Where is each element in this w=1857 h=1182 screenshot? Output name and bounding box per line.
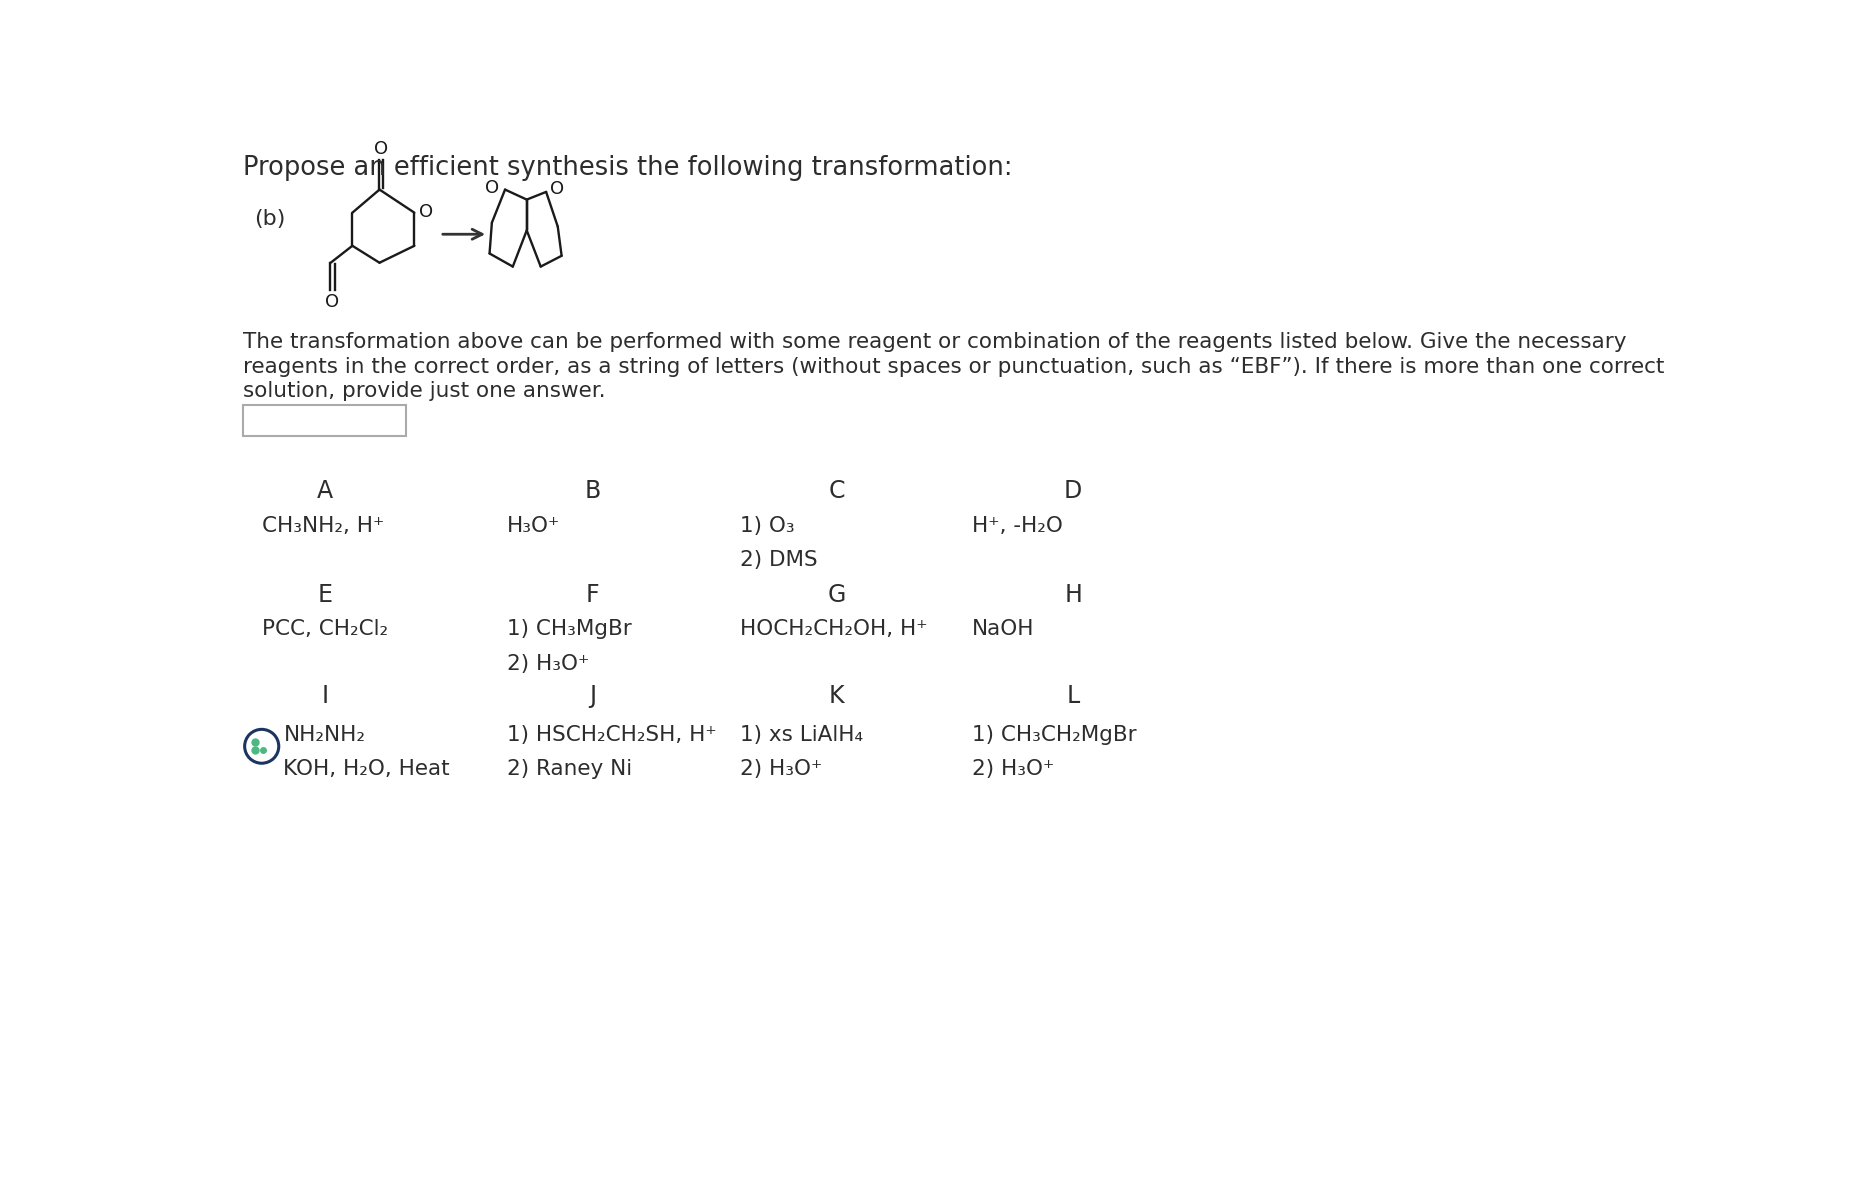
Text: I: I xyxy=(321,684,329,708)
Text: H: H xyxy=(1064,583,1081,606)
Text: B: B xyxy=(585,480,600,504)
Text: O: O xyxy=(373,139,388,158)
Text: J: J xyxy=(589,684,596,708)
Text: K: K xyxy=(828,684,845,708)
Text: PCC, CH₂Cl₂: PCC, CH₂Cl₂ xyxy=(262,619,388,639)
Text: 1) xs LiAlH₄
2) H₃O⁺: 1) xs LiAlH₄ 2) H₃O⁺ xyxy=(739,725,862,779)
Text: solution, provide just one answer.: solution, provide just one answer. xyxy=(243,382,605,402)
Text: HOCH₂CH₂OH, H⁺: HOCH₂CH₂OH, H⁺ xyxy=(739,619,927,639)
Text: (b): (b) xyxy=(254,209,286,229)
Text: H₃O⁺: H₃O⁺ xyxy=(507,517,561,537)
Text: A: A xyxy=(318,480,332,504)
Text: H⁺, -H₂O: H⁺, -H₂O xyxy=(971,517,1062,537)
Text: CH₃NH₂, H⁺: CH₃NH₂, H⁺ xyxy=(262,517,384,537)
Text: D: D xyxy=(1064,480,1081,504)
Text: O: O xyxy=(420,203,433,221)
Bar xyxy=(243,405,405,436)
Text: G: G xyxy=(826,583,845,606)
Text: E: E xyxy=(318,583,332,606)
Text: L: L xyxy=(1066,684,1079,708)
Text: O: O xyxy=(485,178,498,197)
Text: 1) HSCH₂CH₂SH, H⁺
2) Raney Ni: 1) HSCH₂CH₂SH, H⁺ 2) Raney Ni xyxy=(507,725,717,779)
Text: 1) CH₃MgBr
2) H₃O⁺: 1) CH₃MgBr 2) H₃O⁺ xyxy=(507,619,631,674)
Text: C: C xyxy=(828,480,845,504)
Text: NH₂NH₂
KOH, H₂O, Heat: NH₂NH₂ KOH, H₂O, Heat xyxy=(284,725,449,779)
Text: 1) CH₃CH₂MgBr
2) H₃O⁺: 1) CH₃CH₂MgBr 2) H₃O⁺ xyxy=(971,725,1136,779)
Text: O: O xyxy=(550,180,565,197)
Text: O: O xyxy=(325,293,340,311)
Text: The transformation above can be performed with some reagent or combination of th: The transformation above can be performe… xyxy=(243,332,1625,352)
Text: F: F xyxy=(585,583,600,606)
Text: reagents in the correct order, as a string of letters (without spaces or punctua: reagents in the correct order, as a stri… xyxy=(243,357,1664,377)
Text: NaOH: NaOH xyxy=(971,619,1034,639)
Text: 1) O₃
2) DMS: 1) O₃ 2) DMS xyxy=(739,517,817,571)
Text: Propose an efficient synthesis the following transformation:: Propose an efficient synthesis the follo… xyxy=(243,155,1012,181)
